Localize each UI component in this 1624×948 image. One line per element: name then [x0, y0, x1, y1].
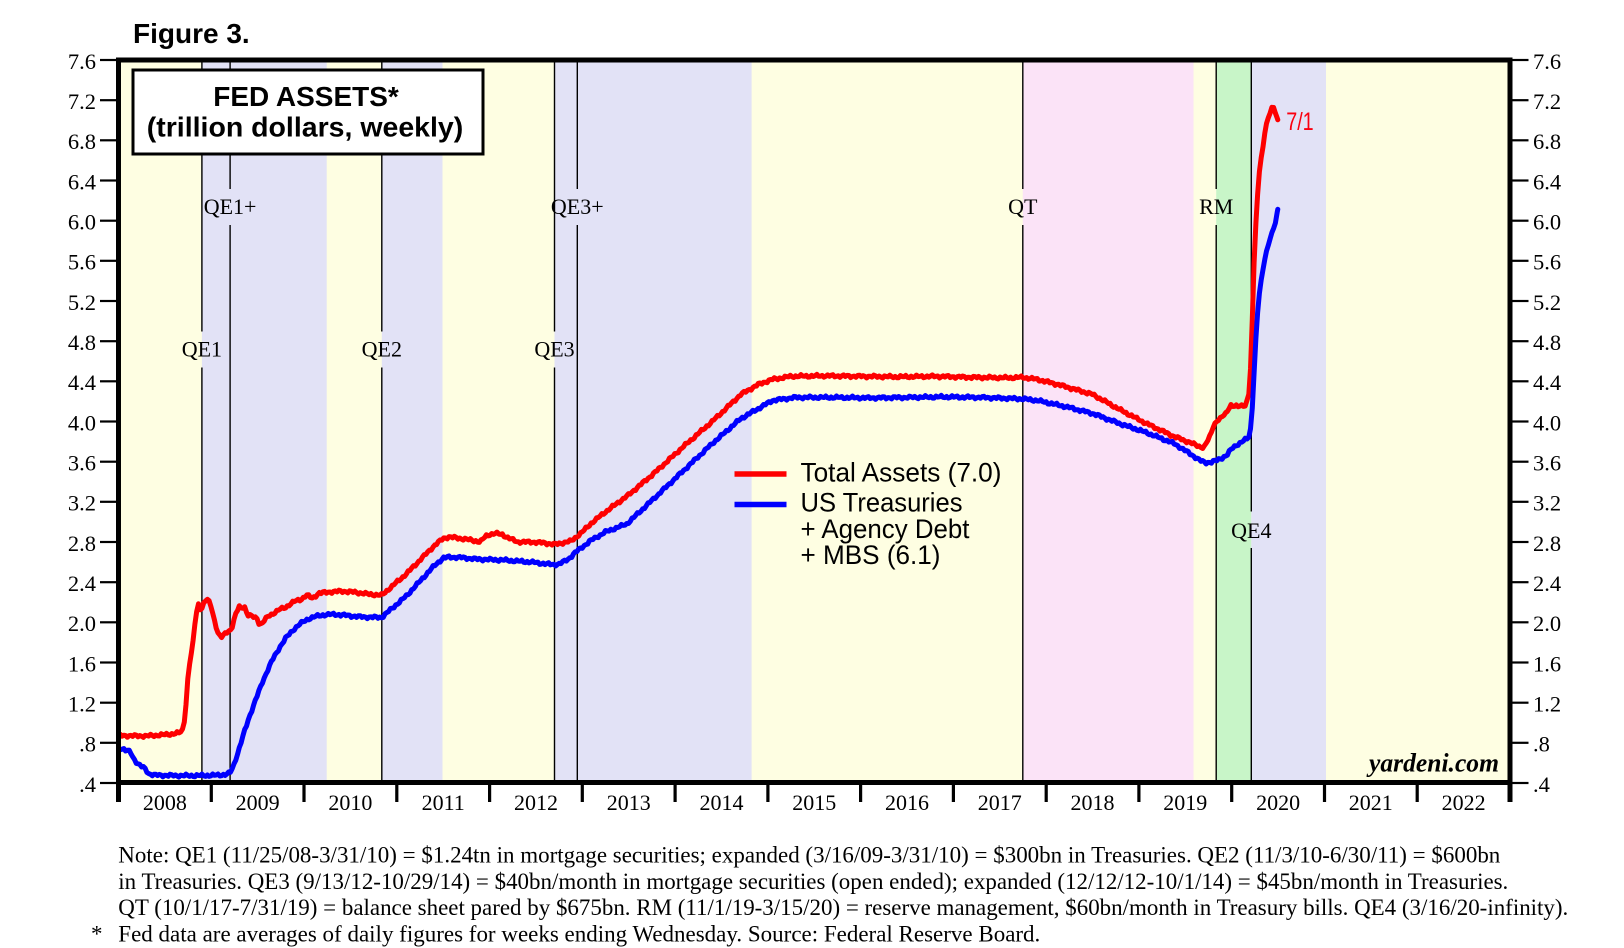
- svg-text:5.2: 5.2: [1533, 290, 1561, 315]
- svg-text:3.6: 3.6: [1533, 451, 1561, 476]
- svg-text:+ MBS (6.1): + MBS (6.1): [801, 540, 941, 570]
- svg-text:6.0: 6.0: [68, 210, 96, 235]
- svg-text:2016: 2016: [885, 790, 929, 815]
- svg-text:2015: 2015: [792, 790, 836, 815]
- svg-text:2008: 2008: [143, 790, 187, 815]
- svg-text:2.0: 2.0: [68, 611, 96, 636]
- svg-text:2011: 2011: [422, 790, 465, 815]
- svg-text:QE3+: QE3+: [551, 194, 604, 219]
- svg-text:6.8: 6.8: [68, 129, 96, 154]
- svg-text:2017: 2017: [978, 790, 1022, 815]
- svg-text:2014: 2014: [700, 790, 744, 815]
- svg-text:.8: .8: [1533, 732, 1550, 757]
- svg-text:4.4: 4.4: [1533, 370, 1561, 395]
- svg-text:5.6: 5.6: [68, 250, 96, 275]
- svg-text:QT (10/1/17-7/31/19) = balance: QT (10/1/17-7/31/19) = balance sheet par…: [118, 895, 1568, 920]
- svg-text:2020: 2020: [1256, 790, 1300, 815]
- svg-text:2021: 2021: [1349, 790, 1393, 815]
- svg-text:1.2: 1.2: [68, 692, 96, 717]
- svg-text:6.4: 6.4: [1533, 169, 1561, 194]
- svg-text:3.2: 3.2: [1533, 491, 1561, 516]
- svg-text:2009: 2009: [236, 790, 280, 815]
- svg-text:3.2: 3.2: [68, 491, 96, 516]
- svg-text:4.4: 4.4: [68, 370, 96, 395]
- svg-text:(trillion dollars, weekly): (trillion dollars, weekly): [147, 112, 464, 143]
- svg-text:QT: QT: [1008, 194, 1038, 219]
- svg-text:.4: .4: [1533, 772, 1550, 797]
- svg-text:Note: QE1 (11/25/08-3/31/10) =: Note: QE1 (11/25/08-3/31/10) = $1.24tn i…: [118, 843, 1500, 868]
- svg-text:2010: 2010: [328, 790, 372, 815]
- svg-text:6.8: 6.8: [1533, 129, 1561, 154]
- svg-text:Figure 3.: Figure 3.: [133, 18, 250, 49]
- svg-text:QE3: QE3: [534, 337, 574, 362]
- svg-text:7.6: 7.6: [68, 49, 96, 74]
- svg-text:US Treasuries: US Treasuries: [801, 488, 963, 518]
- svg-text:4.0: 4.0: [1533, 410, 1561, 435]
- svg-text:QE4: QE4: [1231, 518, 1271, 543]
- svg-text:1.2: 1.2: [1533, 692, 1561, 717]
- svg-text:2.8: 2.8: [1533, 531, 1561, 556]
- svg-text:3.6: 3.6: [68, 451, 96, 476]
- svg-text:5.2: 5.2: [68, 290, 96, 315]
- svg-text:2018: 2018: [1071, 790, 1115, 815]
- svg-text:*: *: [91, 921, 103, 946]
- svg-text:7.2: 7.2: [68, 89, 96, 114]
- svg-text:2022: 2022: [1442, 790, 1486, 815]
- svg-text:2.0: 2.0: [1533, 611, 1561, 636]
- svg-text:4.8: 4.8: [1533, 330, 1561, 355]
- svg-text:5.6: 5.6: [1533, 250, 1561, 275]
- svg-text:in Treasuries. QE3 (9/13/12-10: in Treasuries. QE3 (9/13/12-10/29/14) = …: [118, 869, 1508, 894]
- svg-text:QE1+: QE1+: [204, 194, 257, 219]
- svg-text:Fed data are averages of daily: Fed data are averages of daily figures f…: [118, 921, 1040, 946]
- svg-text:2012: 2012: [514, 790, 558, 815]
- svg-text:2013: 2013: [607, 790, 651, 815]
- svg-text:4.0: 4.0: [68, 410, 96, 435]
- svg-text:6.0: 6.0: [1533, 210, 1561, 235]
- svg-text:2019: 2019: [1163, 790, 1207, 815]
- svg-text:yardeni.com: yardeni.com: [1366, 749, 1499, 778]
- svg-text:.8: .8: [79, 732, 96, 757]
- svg-text:+ Agency Debt: + Agency Debt: [801, 514, 971, 544]
- svg-text:QE1: QE1: [182, 337, 222, 362]
- svg-text:2.8: 2.8: [68, 531, 96, 556]
- svg-text:.4: .4: [79, 772, 96, 797]
- svg-text:QE2: QE2: [362, 337, 402, 362]
- svg-text:Total Assets (7.0): Total Assets (7.0): [801, 458, 1002, 488]
- svg-text:2.4: 2.4: [1533, 571, 1561, 596]
- svg-text:7.6: 7.6: [1533, 49, 1561, 74]
- svg-text:4.8: 4.8: [68, 330, 96, 355]
- svg-text:7.2: 7.2: [1533, 89, 1561, 114]
- svg-text:RM: RM: [1199, 194, 1233, 219]
- svg-text:6.4: 6.4: [68, 169, 96, 194]
- svg-text:1.6: 1.6: [68, 651, 96, 676]
- svg-text:2.4: 2.4: [68, 571, 96, 596]
- svg-text:7/1: 7/1: [1286, 108, 1314, 136]
- svg-text:1.6: 1.6: [1533, 651, 1561, 676]
- svg-text:FED ASSETS*: FED ASSETS*: [213, 81, 399, 112]
